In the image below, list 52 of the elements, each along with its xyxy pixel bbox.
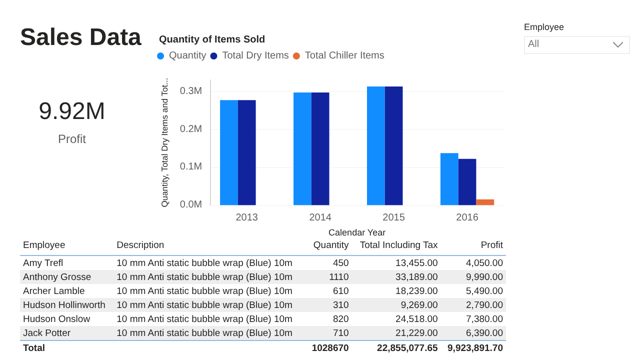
y-tick-label: 0.2M [180, 124, 202, 135]
text: 10 mm Anti static bubble wrap (Blue) 10m [116, 286, 292, 296]
legend-label: Total Chiller Items [304, 50, 384, 62]
text: Amy Trefl [23, 258, 64, 268]
text: 24,518.00 [396, 314, 438, 324]
text: 5,490.00 [466, 286, 503, 296]
text: 13,455.00 [396, 258, 438, 268]
category-label: Profit [480, 239, 504, 253]
legend-label: Quantity [169, 50, 206, 62]
y-tick-label: 0.1M [180, 162, 202, 173]
legend-label: Total Dry Items [222, 50, 289, 62]
text: 10 mm Anti static bubble wrap (Blue) 10m [116, 258, 292, 268]
y-tick-label: 0.3M [180, 86, 202, 97]
x-tick-label: 2016 [456, 212, 479, 224]
x-tick-label: 2015 [382, 212, 406, 224]
text: 450 [332, 258, 349, 268]
bar [458, 158, 476, 206]
text: Total [23, 342, 45, 354]
bar [220, 100, 238, 206]
text: Profit [56, 132, 87, 146]
text: All [524, 36, 630, 54]
text: Archer Lamble [23, 286, 85, 296]
category-label: Description [116, 239, 166, 253]
bar [238, 100, 256, 206]
text: 7,380.00 [466, 314, 503, 324]
text: Hudson Onslow [23, 314, 90, 324]
text: 820 [332, 314, 349, 324]
text: 1028670 [312, 342, 349, 354]
x-tick-label: 2014 [309, 212, 332, 224]
text: Employee [524, 22, 566, 32]
text: 22,855,077.65 [377, 342, 438, 354]
bar [476, 199, 494, 206]
x-axis-title: Calendar Year [328, 228, 386, 238]
category-label: Quantity [312, 239, 350, 253]
text: 9.92M [38, 98, 106, 126]
text: 610 [332, 286, 349, 296]
text: 4,050.00 [466, 258, 503, 268]
bar [366, 86, 385, 206]
text: 9,923,891.70 [448, 342, 503, 354]
category-label: Total Including Tax [358, 239, 439, 253]
bar [384, 86, 403, 206]
bar [294, 92, 312, 206]
category-label: Employee [22, 239, 66, 253]
chart-title: Quantity of Items Sold [159, 34, 266, 46]
bar [311, 92, 330, 206]
x-tick-label: 2013 [236, 212, 258, 224]
y-axis-title: Quantity, Total Dry Items and Tot... [160, 78, 170, 208]
text: 18,239.00 [396, 286, 438, 296]
y-tick-label: 0.0M [180, 200, 202, 211]
bar [440, 153, 458, 206]
text: 10 mm Anti static bubble wrap (Blue) 10m [116, 314, 292, 324]
text: Sales Data [20, 24, 142, 52]
